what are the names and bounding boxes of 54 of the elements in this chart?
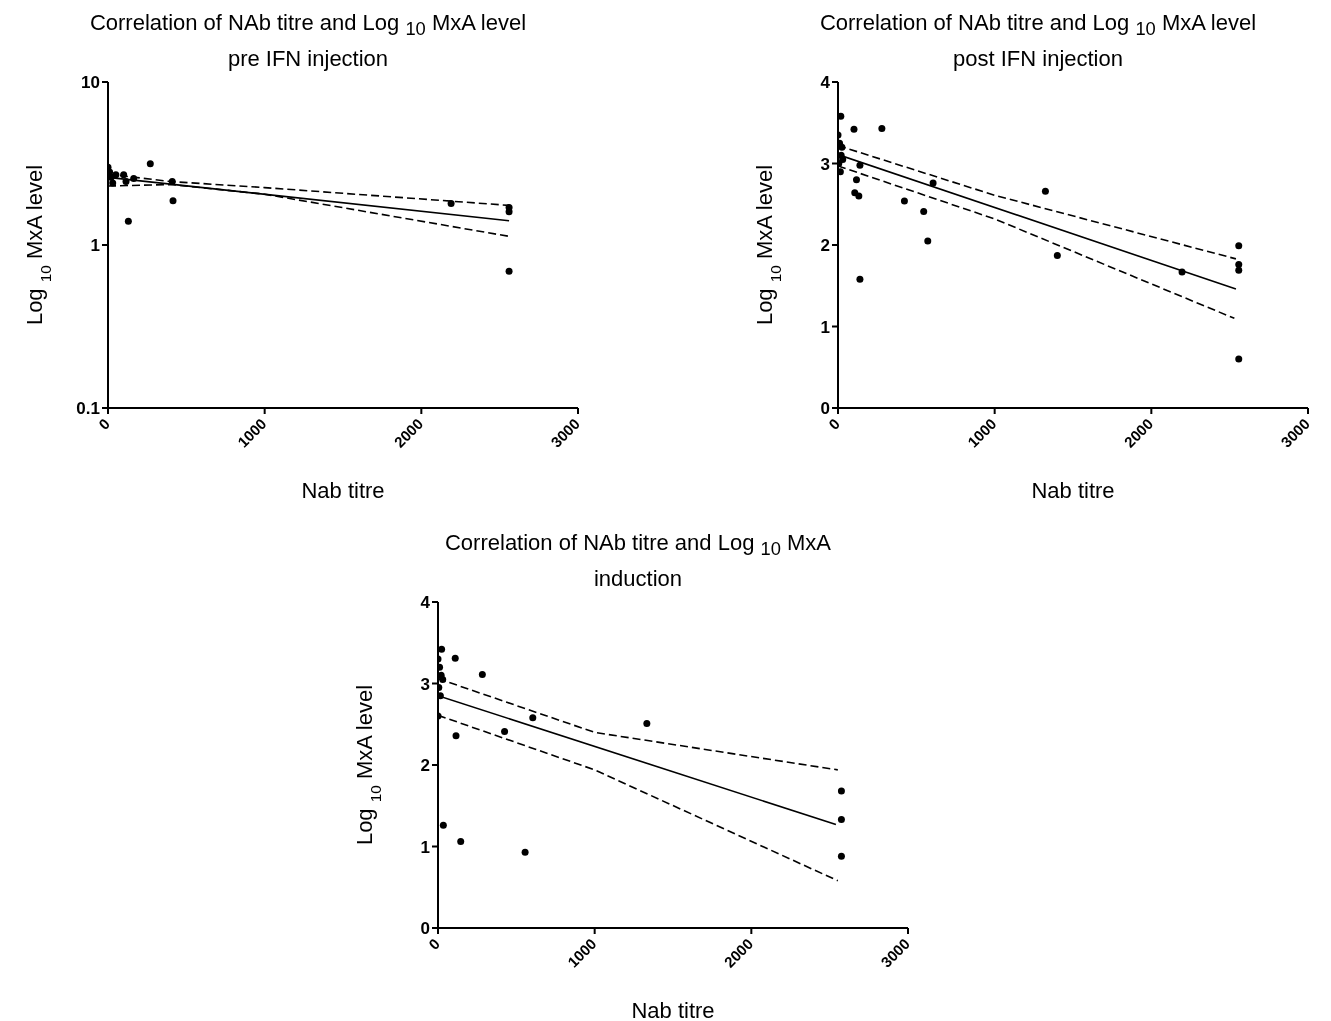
point — [929, 179, 937, 187]
point — [1041, 187, 1049, 195]
point — [1235, 355, 1243, 363]
point — [521, 848, 529, 856]
point — [838, 112, 845, 120]
y-tick-label: 4 — [820, 73, 831, 93]
point — [452, 732, 460, 740]
point — [146, 160, 154, 168]
point — [837, 816, 845, 824]
point — [920, 208, 928, 216]
point — [505, 203, 513, 211]
point — [878, 124, 886, 132]
y-tick-label: 0 — [420, 919, 430, 939]
y-tick-label: 10 — [81, 73, 100, 93]
point — [852, 176, 860, 184]
point — [501, 728, 509, 736]
point — [478, 671, 486, 679]
chart-title: Correlation of NAb titre and Log $_{10}$ MxA induction — [444, 530, 832, 592]
point — [838, 168, 844, 176]
point — [529, 714, 537, 722]
point — [924, 237, 932, 245]
point — [1235, 242, 1243, 250]
point — [837, 852, 845, 860]
y-tick-label: 1 — [820, 317, 830, 337]
point — [1235, 266, 1243, 274]
x-axis-title: Nab titre — [301, 478, 385, 503]
point — [850, 125, 858, 133]
point — [451, 654, 459, 662]
y-tick-label: 0 — [820, 399, 830, 419]
y-tick-label: 1 — [420, 837, 430, 857]
chart-title: Correlation of NAb titre and Log $_{10}$ MxA level post IFN injection — [819, 10, 1257, 72]
point — [439, 821, 447, 829]
y-tick-label: 4 — [420, 593, 431, 613]
point — [1053, 252, 1061, 260]
y-tick-label: 2 — [420, 756, 430, 776]
point — [457, 838, 465, 846]
point — [438, 645, 446, 653]
y-tick-label: 3 — [420, 674, 430, 694]
y-tick-label: 2 — [820, 236, 830, 256]
point — [505, 267, 513, 275]
x-axis-title: Nab titre — [1031, 478, 1115, 503]
point — [169, 197, 177, 205]
point — [438, 663, 444, 671]
point — [124, 217, 132, 225]
point — [855, 192, 863, 200]
point — [643, 719, 651, 727]
y-tick-label: 3 — [820, 154, 830, 174]
point — [1235, 261, 1243, 269]
x-axis-title: Nab titre — [631, 998, 715, 1021]
point — [856, 275, 864, 283]
point — [837, 787, 845, 795]
y-tick-label: 1 — [90, 236, 100, 256]
chart-title: Correlation of NAb titre and Log $_{10}$ MxA level pre IFN injection — [89, 10, 527, 72]
point — [900, 197, 908, 205]
